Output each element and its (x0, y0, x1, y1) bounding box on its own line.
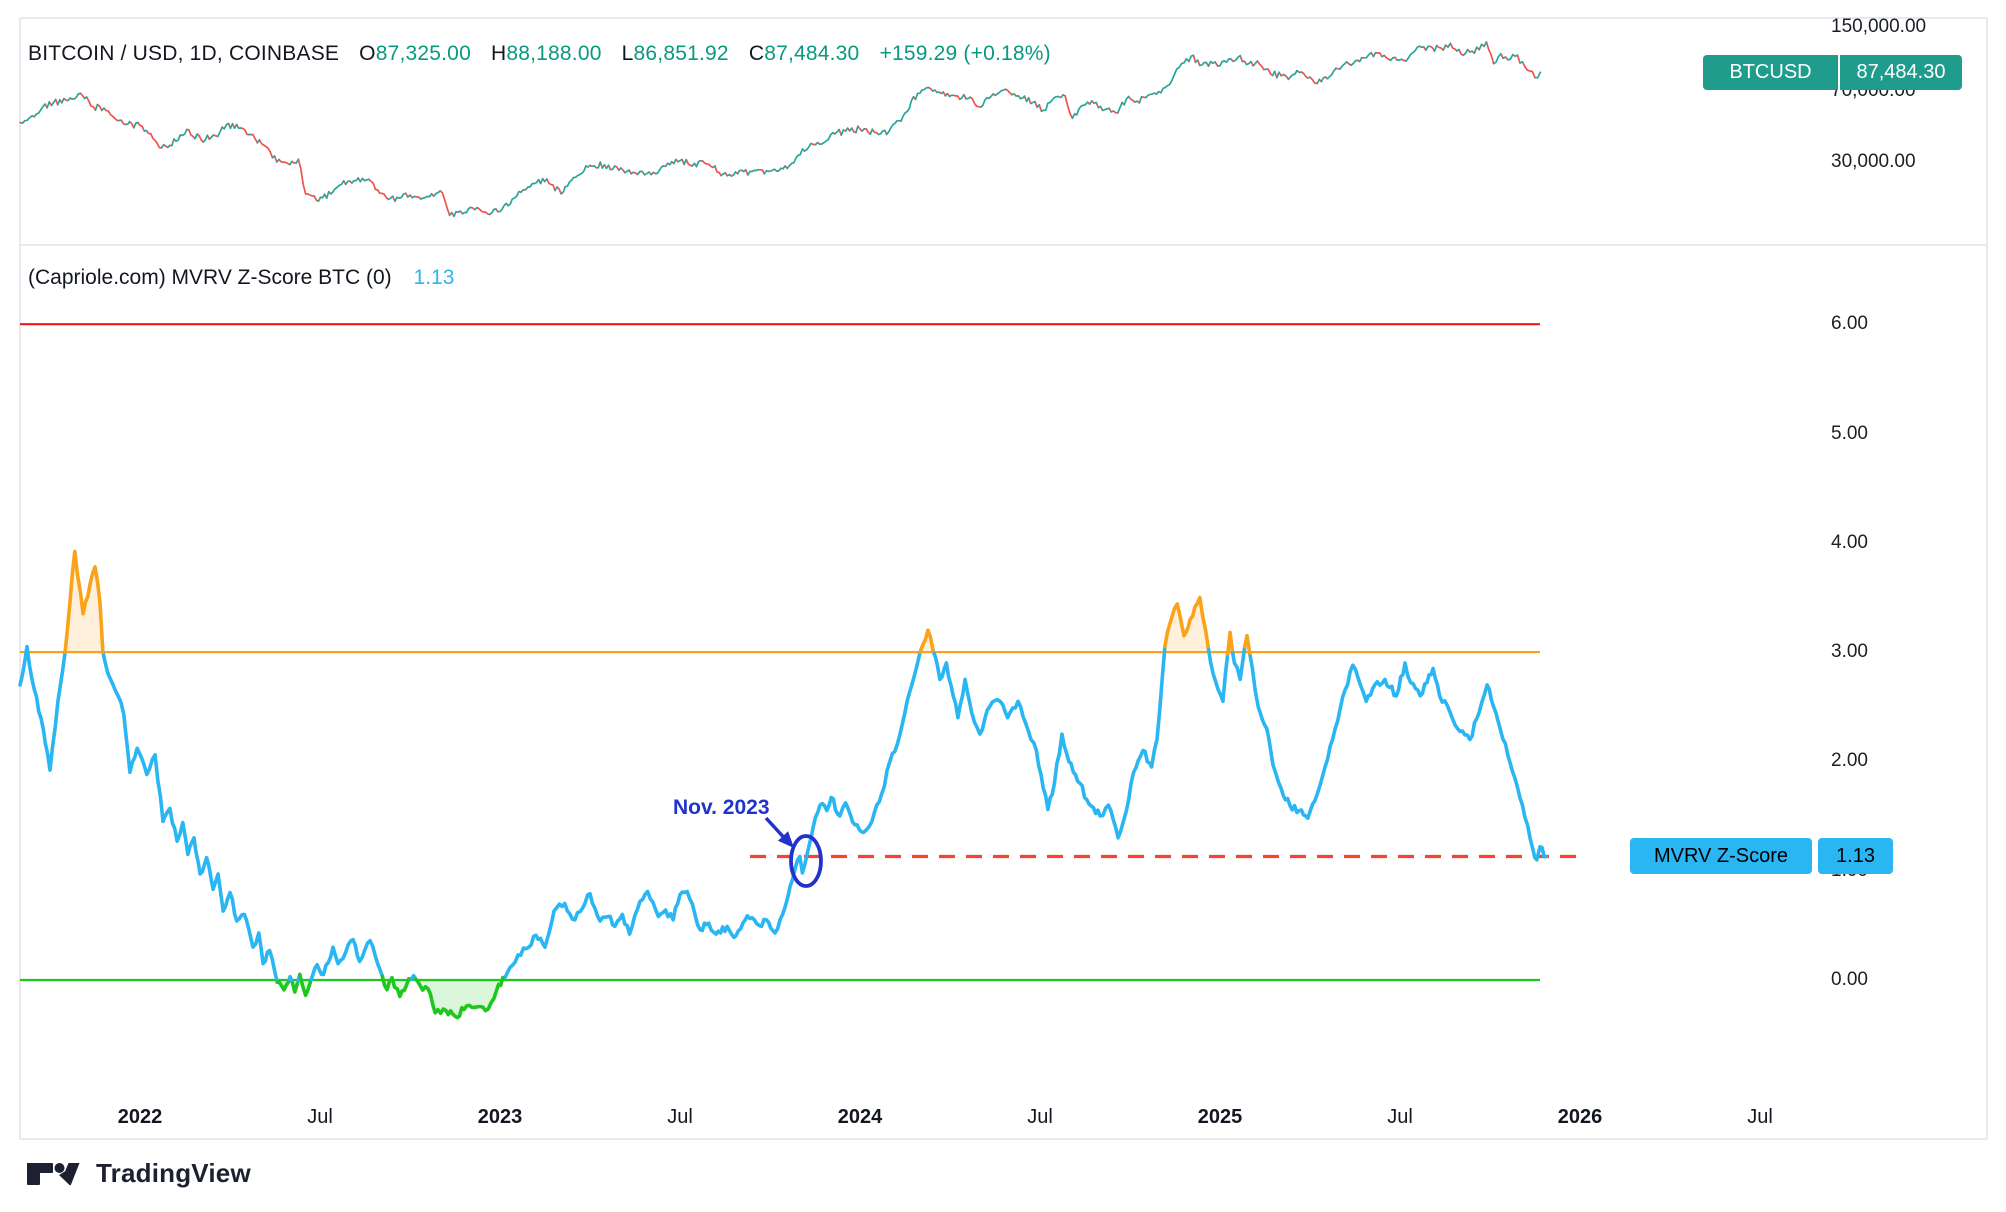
tradingview-logo-text: TradingView (96, 1158, 251, 1188)
mvrv-badge-value: 1.13 (1818, 838, 1893, 874)
time-axis-tick-2024: 2024 (837, 1106, 883, 1128)
tradingview-logo[interactable]: TradingView (26, 1158, 251, 1189)
time-axis-tick-jul-2023: Jul (667, 1106, 693, 1128)
price-axis-tick-30000: 30,000.00 (1831, 151, 1916, 172)
last-price-badge-symbol: BTCUSD (1729, 61, 1812, 83)
ohlc-open-label: O87,325.00 (359, 42, 471, 65)
ohlc-low-label: L86,851.92 (621, 42, 729, 65)
ohlc-close-label: C87,484.30 (748, 42, 860, 65)
annotation-nov-2023-text: Nov. 2023 (673, 796, 770, 819)
time-axis-tick-2022: 2022 (117, 1106, 163, 1128)
z-axis-tick-0: 0.00 (1831, 969, 1868, 990)
z-axis-tick-3: 3.00 (1831, 641, 1868, 663)
symbol-title: BITCOIN / USD, 1D, COINBASE (28, 42, 340, 65)
time-axis-tick-2026: 2026 (1557, 1106, 1603, 1128)
last-price-badge-value: 87,484.30 (1856, 61, 1946, 83)
indicator-current-value: 1.13 (413, 266, 455, 289)
ohlc-high-label: H88,188.00 (491, 42, 602, 65)
z-axis-tick-4: 4.00 (1831, 531, 1868, 553)
ohlc-low-value: 86,851.92 (633, 42, 729, 65)
time-axis-tick-jul-2026: Jul (1747, 1106, 1773, 1128)
z-axis-tick-2: 2.00 (1831, 750, 1868, 772)
badge-divider (1838, 55, 1840, 90)
ohlc-open-value: 87,325.00 (375, 42, 471, 65)
tradingview-logo-icon (27, 1162, 80, 1185)
time-axis-tick-2025: 2025 (1197, 1106, 1243, 1128)
price-change-value: +159.29 (+0.18%) (879, 42, 1051, 65)
time-axis-tick-2023: 2023 (477, 1106, 523, 1128)
time-axis-tick-jul-2025: Jul (1387, 1106, 1413, 1128)
z-axis-tick-6: 6.00 (1831, 313, 1868, 335)
last-price-badge: BTCUSD 87,484.30 (1703, 55, 1962, 90)
indicator-title: (Capriole.com) MVRV Z-Score BTC (0) (28, 266, 392, 289)
price-pane-legend: BITCOIN / USD, 1D, COINBASE O87,325.00 H… (28, 42, 1051, 66)
price-axis-tick-150000: 150,000.00 (1831, 16, 1927, 38)
mvrv-badge-label: MVRV Z-Score (1630, 838, 1812, 874)
mvrv-pane-legend[interactable]: (Capriole.com) MVRV Z-Score BTC (0) 1.13 (28, 266, 454, 290)
ohlc-high-value: 88,188.00 (506, 42, 602, 65)
z-axis-tick-5: 5.00 (1831, 422, 1868, 444)
time-axis-tick-jul-2022: Jul (307, 1106, 333, 1128)
time-axis-tick-jul-2024: Jul (1027, 1106, 1053, 1128)
ohlc-close-value: 87,484.30 (764, 42, 860, 65)
